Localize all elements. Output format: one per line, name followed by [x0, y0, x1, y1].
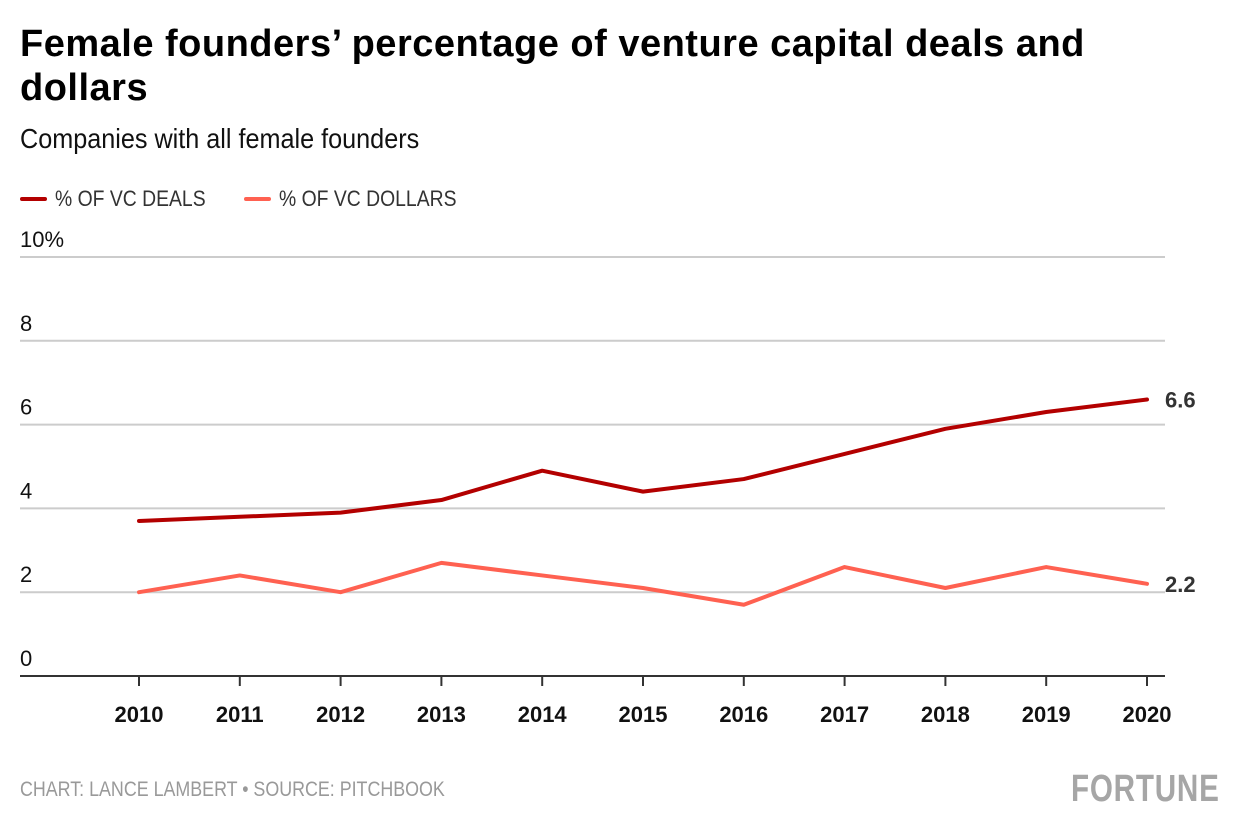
x-tick-label: 2015 — [619, 702, 668, 727]
end-label-dollars: 2.2 — [1165, 572, 1196, 597]
legend-swatch-dollars — [244, 197, 272, 201]
x-tick-label: 2016 — [719, 702, 768, 727]
gridlines — [20, 256, 1165, 594]
legend-swatch-deals — [20, 197, 47, 201]
legend: % OF VC DEALS % OF VC DOLLARS — [20, 186, 499, 212]
x-tick-label: 2011 — [216, 702, 264, 727]
x-tick-label: 2013 — [417, 702, 466, 727]
y-tick-label: 6 — [20, 395, 32, 420]
y-tick-label: 0 — [20, 646, 32, 671]
fortune-logo: FORTUNE — [1071, 768, 1220, 810]
source-credit: CHART: LANCE LAMBERT • SOURCE: PITCHBOOK — [20, 778, 445, 801]
x-tick-label: 2019 — [1022, 702, 1071, 727]
y-tick-label: 4 — [20, 478, 32, 503]
y-tick-label: 10% — [20, 227, 64, 252]
y-tick-label: 8 — [20, 311, 32, 336]
chart-subtitle: Companies with all female founders — [20, 123, 420, 154]
chart-title: Female founders’ percentage of venture c… — [20, 23, 1085, 109]
x-tick-label: 2012 — [316, 702, 365, 727]
x-tick-label: 2020 — [1123, 702, 1172, 727]
legend-label-dollars: % OF VC DOLLARS — [279, 186, 457, 211]
legend-item-dollars: % OF VC DOLLARS — [244, 186, 481, 212]
x-tick-label: 2018 — [921, 702, 970, 727]
x-tick-label: 2010 — [115, 702, 164, 727]
series-line-deals — [137, 397, 1149, 523]
series-line-dollars — [137, 560, 1149, 607]
x-tick-label: 2017 — [820, 702, 869, 727]
legend-item-deals: % OF VC DEALS — [20, 186, 226, 212]
end-label-deals: 6.6 — [1165, 387, 1196, 412]
legend-label-deals: % OF VC DEALS — [55, 186, 206, 211]
x-tick-label: 2014 — [518, 702, 568, 727]
y-tick-label: 2 — [20, 562, 32, 587]
y-axis-ticks: 0 2 4 6 8 10% — [20, 227, 64, 671]
end-labels: 6.6 2.2 — [1165, 387, 1196, 596]
x-axis: 2010 2011 2012 2013 2014 2015 2016 2017 2018 2019… — [20, 675, 1172, 727]
series-lines — [137, 397, 1149, 607]
